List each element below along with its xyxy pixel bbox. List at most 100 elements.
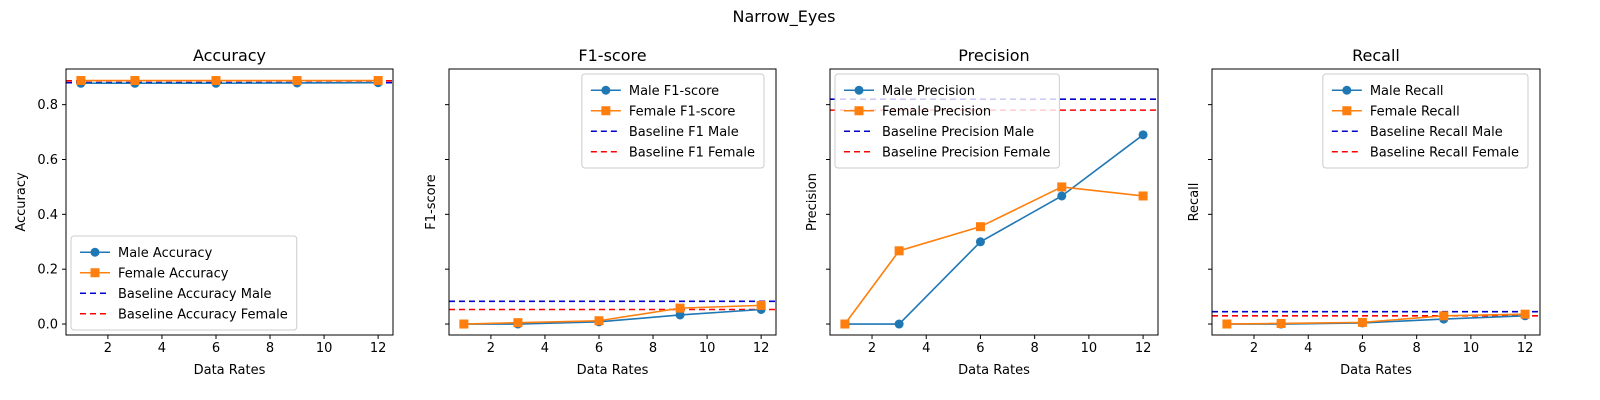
plot-area bbox=[1212, 309, 1540, 329]
legend-marker-swatch bbox=[854, 106, 864, 116]
legend-entry: Baseline Precision Female bbox=[844, 145, 1050, 160]
subplot-title: Accuracy bbox=[193, 46, 266, 65]
y-tick-label: 0.6 bbox=[37, 153, 58, 168]
legend-label: Baseline F1 Male bbox=[629, 125, 739, 140]
subplot-title: F1-score bbox=[578, 46, 646, 65]
legend-entry: Baseline F1 Female bbox=[590, 145, 755, 160]
legend-entry: Baseline Recall Female bbox=[1331, 145, 1519, 160]
figure-title: Narrow_Eyes bbox=[733, 7, 836, 27]
x-axis-label: Data Rates bbox=[194, 363, 266, 378]
x-tick-label: 10 bbox=[1081, 341, 1098, 356]
axes-frame bbox=[829, 68, 1159, 336]
legend-entry: Baseline F1 Male bbox=[590, 125, 739, 140]
legend-label: Female Accuracy bbox=[118, 266, 229, 281]
legend-entry: Baseline Accuracy Male bbox=[80, 287, 272, 302]
female-data-point bbox=[459, 319, 469, 329]
x-axis-label: Data Rates bbox=[958, 363, 1030, 378]
male-data-point bbox=[975, 237, 985, 247]
x-tick-label: 8 bbox=[649, 341, 657, 356]
legend-label: Baseline Precision Male bbox=[882, 125, 1034, 140]
subplot-precision: Precision 2 4 6 8 10 12 Data Rates Precision Male… bbox=[805, 46, 1159, 378]
female-data-point bbox=[840, 319, 850, 329]
female-data-point bbox=[513, 318, 523, 328]
legend-label: Male Recall bbox=[1370, 84, 1444, 99]
x-tick-label: 6 bbox=[1358, 341, 1366, 356]
subplot-accuracy: Accuracy 2 4 6 8 10 12 0.0 0.2 0.4 0.6 0.8 Data Rate… bbox=[14, 46, 394, 378]
male-data-point bbox=[894, 319, 904, 329]
x-axis-label: Data Rates bbox=[1340, 363, 1412, 378]
x-tick-label: 2 bbox=[1250, 341, 1258, 356]
legend-marker-swatch bbox=[601, 106, 611, 116]
legend-label: Male Precision bbox=[882, 84, 975, 99]
x-tick-label: 2 bbox=[868, 341, 876, 356]
female-series-line bbox=[844, 186, 1144, 325]
legend: Male Precision Female Precision Baseline P… bbox=[834, 73, 1060, 169]
male-data-point bbox=[1138, 130, 1148, 140]
y-tick-label: 0.0 bbox=[37, 318, 58, 333]
female-data-point bbox=[894, 246, 904, 256]
legend-label: Baseline Precision Female bbox=[882, 145, 1050, 160]
legend-marker-swatch bbox=[90, 268, 100, 278]
x-tick-label: 8 bbox=[1031, 341, 1039, 356]
axes-frame bbox=[448, 68, 777, 336]
legend-entry: Male F1-score bbox=[590, 84, 719, 99]
x-tick-label: 4 bbox=[922, 341, 930, 356]
legend-marker-swatch bbox=[601, 85, 611, 95]
legend-label: Female Precision bbox=[882, 104, 991, 119]
legend-entry: Baseline Recall Male bbox=[1331, 125, 1503, 140]
subplot-f1-score: F1-score 2 4 6 8 10 12 Data Rates F1-score Male F… bbox=[424, 46, 777, 378]
female-data-point bbox=[1276, 318, 1286, 328]
x-tick-label: 8 bbox=[1413, 341, 1421, 356]
legend-entry: Female Recall bbox=[1331, 104, 1460, 119]
x-tick-label: 6 bbox=[212, 341, 220, 356]
female-data-point bbox=[373, 76, 383, 86]
female-data-point bbox=[756, 300, 766, 310]
male-data-point bbox=[675, 310, 685, 320]
legend-box bbox=[70, 235, 298, 331]
legend-label: Baseline F1 Female bbox=[629, 145, 755, 160]
axes-frame bbox=[1211, 68, 1541, 336]
legend-entry: Baseline Precision Male bbox=[844, 125, 1034, 140]
legend: Male Accuracy Female Accuracy Baseline Acc… bbox=[70, 235, 298, 331]
female-data-point bbox=[975, 222, 985, 232]
male-series-line bbox=[463, 308, 762, 325]
y-tick-label: 0.4 bbox=[37, 208, 58, 223]
plot-area bbox=[449, 300, 776, 329]
female-data-point bbox=[76, 76, 86, 86]
female-data-point bbox=[1057, 182, 1067, 192]
x-tick-label: 6 bbox=[976, 341, 984, 356]
legend-marker-swatch bbox=[854, 85, 864, 95]
legend-entry: Baseline Accuracy Female bbox=[80, 307, 288, 322]
female-data-point bbox=[1138, 191, 1148, 201]
x-axis-label: Data Rates bbox=[577, 363, 649, 378]
female-data-point bbox=[1222, 319, 1232, 329]
female-data-point bbox=[1520, 309, 1530, 319]
x-tick-label: 12 bbox=[1517, 341, 1534, 356]
legend-entry: Female Precision bbox=[844, 104, 991, 119]
x-tick-label: 10 bbox=[699, 341, 716, 356]
x-tick-label: 2 bbox=[487, 341, 495, 356]
subplot-title: Precision bbox=[958, 46, 1029, 65]
legend-label: Male Accuracy bbox=[118, 246, 213, 261]
x-tick-label: 4 bbox=[158, 341, 166, 356]
plot-area bbox=[66, 76, 393, 88]
legend-entry: Female F1-score bbox=[590, 104, 735, 119]
y-axis-label: Precision bbox=[805, 173, 820, 231]
x-tick-label: 10 bbox=[1463, 341, 1480, 356]
legend-box bbox=[1322, 73, 1529, 169]
axes-frame bbox=[65, 68, 394, 336]
female-data-point bbox=[1439, 311, 1449, 321]
legend-box bbox=[581, 73, 765, 169]
legend-entry: Male Accuracy bbox=[80, 246, 213, 261]
legend-entry: Male Recall bbox=[1331, 84, 1444, 99]
female-data-point bbox=[1357, 317, 1367, 327]
x-tick-label: 8 bbox=[266, 341, 274, 356]
subplot-title: Recall bbox=[1352, 46, 1400, 65]
x-tick-label: 12 bbox=[1135, 341, 1152, 356]
female-data-point bbox=[130, 76, 140, 86]
y-tick-label: 0.2 bbox=[37, 263, 58, 278]
legend-marker-swatch bbox=[1342, 106, 1352, 116]
legend-label: Baseline Accuracy Male bbox=[118, 287, 272, 302]
legend-box bbox=[834, 73, 1060, 169]
